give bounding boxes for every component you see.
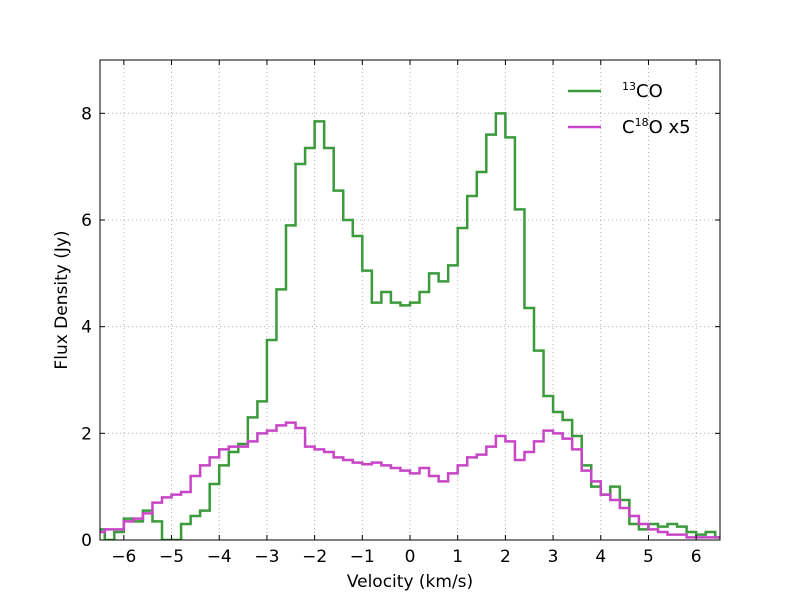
y-axis-title: Flux Density (Jy) bbox=[52, 230, 72, 369]
x-tick-label: −6 bbox=[111, 547, 136, 567]
x-tick-label: 4 bbox=[595, 547, 606, 567]
axis-ticks: −6 −5 −4 −3 −2 −1 0 1 2 3 4 5 6 0 2 4 6 8 bbox=[81, 60, 720, 567]
legend-label-0: 13CO bbox=[622, 80, 663, 102]
x-tick-label: −2 bbox=[302, 547, 327, 567]
series-line-0 bbox=[100, 112, 720, 540]
x-tick-label: 3 bbox=[548, 547, 559, 567]
x-tick-label: 1 bbox=[452, 547, 463, 567]
series-line-1 bbox=[100, 421, 720, 539]
x-tick-label: −1 bbox=[350, 547, 375, 567]
x-tick-label: −3 bbox=[254, 547, 279, 567]
legend: 13CO C18O x5 bbox=[568, 80, 691, 138]
x-tick-label: 2 bbox=[500, 547, 511, 567]
x-tick-label: −4 bbox=[207, 547, 232, 567]
legend-label-1: C18O x5 bbox=[622, 116, 691, 138]
y-tick-label: 4 bbox=[81, 318, 92, 338]
x-tick-label: 0 bbox=[405, 547, 416, 567]
x-axis-title: Velocity (km/s) bbox=[347, 572, 473, 592]
y-tick-label: 6 bbox=[81, 211, 92, 231]
x-tick-label: 5 bbox=[643, 547, 654, 567]
x-tick-label: −5 bbox=[159, 547, 184, 567]
series-lines bbox=[100, 112, 720, 540]
y-tick-label: 0 bbox=[81, 531, 92, 551]
y-tick-label: 8 bbox=[81, 104, 92, 124]
y-tick-label: 2 bbox=[81, 424, 92, 444]
x-tick-label: 6 bbox=[691, 547, 702, 567]
